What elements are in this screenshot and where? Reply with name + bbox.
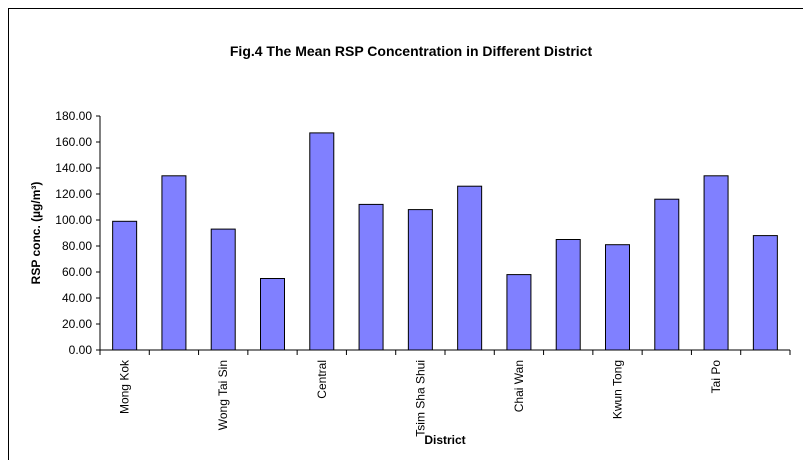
bar [309,132,335,351]
chart-title: Fig.4 The Mean RSP Concentration in Diff… [230,43,593,59]
x-axis-label: District [424,433,465,447]
x-tick-label: Wong Tai Sin [216,360,230,430]
x-tick-label: Central [315,360,329,399]
y-tick-label: 140.00 [55,161,92,175]
bar [112,220,138,351]
y-tick-label: 160.00 [55,135,92,149]
bar [358,203,384,351]
bar [210,228,236,351]
bar [703,175,729,351]
bar [506,274,532,351]
y-tick-label: 120.00 [55,187,92,201]
y-tick-label: 60.00 [62,265,92,279]
bar [161,175,187,351]
y-axis-label: RSP conc. (µg/m³) [29,182,43,285]
x-tick-label: Chai Wan [512,360,526,412]
y-tick-label: 180.00 [55,109,92,123]
y-tick-label: 20.00 [62,317,92,331]
x-tick-label: Kwun Tong [611,360,625,419]
bar [407,209,433,351]
bar [457,185,483,351]
bar [654,198,680,351]
bar [752,235,778,351]
x-tick-label: Tsim Sha Shui [413,360,427,437]
x-tick-label: Tai Po [709,360,723,394]
bar [605,244,630,351]
bar [260,278,285,351]
y-tick-label: 80.00 [62,239,92,253]
bar [555,239,581,351]
y-tick-label: 0.00 [69,343,93,357]
y-tick-label: 100.00 [55,213,92,227]
y-tick-label: 40.00 [62,291,92,305]
x-tick-label: Mong Kok [118,359,132,414]
